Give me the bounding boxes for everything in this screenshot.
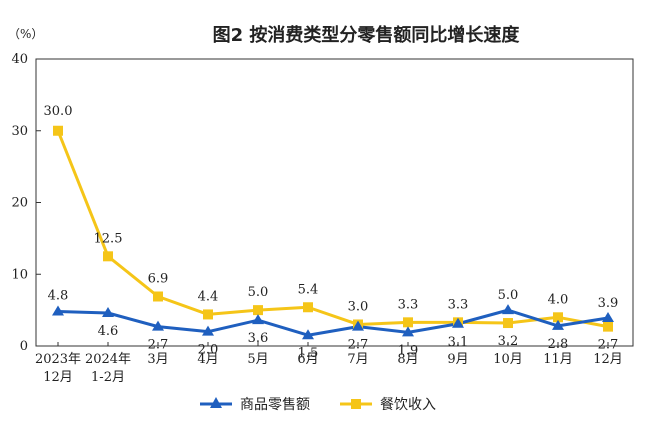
legend-label: 餐饮收入 [380,397,436,413]
x-tick-label: 7月 [347,352,368,367]
data-label: 2.7 [348,338,369,353]
data-label: 5.0 [498,288,519,303]
x-tick-label: 1-2月 [91,370,125,385]
data-label: 3.6 [248,331,269,346]
data-point-square [403,317,413,328]
y-tick-label: 20 [11,196,28,211]
data-label: 3.3 [448,297,469,312]
data-point-triangle [352,320,364,331]
y-tick-label: 30 [11,124,28,139]
data-point-triangle [52,305,64,316]
y-axis: 0 10 20 30 40 [11,52,41,354]
data-point-triangle [152,320,164,331]
data-label: 5.4 [298,282,319,297]
data-point-triangle [102,306,114,317]
x-tick-label: 4月 [197,352,218,367]
data-label: 12.5 [94,231,123,246]
x-axis: 2023年 12月 2024年 1-2月 3月 4月 5月 6月 7月 8月 9月 10月 11月 12月 [35,342,623,385]
data-label: 5.0 [248,285,269,300]
data-label: 2.8 [548,337,569,352]
legend: 商品零售额 餐饮收入 [200,397,436,413]
x-tick-label: 3月 [147,352,168,367]
y-unit-label: （%） [8,27,43,41]
plot-frame [35,58,634,347]
data-label: 1.5 [298,346,319,361]
y-tick-label: 10 [11,267,28,282]
data-point-triangle [602,312,614,323]
data-point-triangle [202,325,214,336]
data-point-triangle [502,304,514,315]
data-labels: 4.8 30.0 4.6 12.5 2.7 6.9 2.0 4.4 3.6 5.0 1.5 5.4 2.… [44,104,619,361]
legend-label: 商品零售额 [240,397,310,413]
legend-marker [210,397,222,408]
series-lines [56,130,609,337]
chart-title: 图2 按消费类型分零售额同比增长速度 [213,24,521,46]
data-point-triangle [302,329,314,340]
data-label: 6.9 [148,271,169,286]
data-point-square [603,321,613,332]
data-point-square [503,318,513,329]
x-tick-label: 9月 [447,352,468,367]
data-point-triangle [552,319,564,330]
series-markers [52,125,614,340]
data-label: 3.2 [498,334,519,349]
x-tick-label: 10月 [493,352,523,367]
x-tick-label: 11月 [543,352,573,367]
data-label: 1.9 [398,343,419,358]
data-label: 4.6 [98,324,119,339]
x-tick-label: 12月 [43,370,73,385]
data-point-square [53,125,63,136]
x-tick-label: 2024年 [85,352,131,367]
legend-marker [351,399,361,409]
data-point-square [303,302,313,313]
data-label: 2.0 [198,343,219,358]
data-label: 4.8 [48,289,69,304]
data-point-square [253,305,263,316]
data-point-square [153,291,163,302]
y-tick-label: 0 [20,339,28,354]
x-tick-label: 5月 [247,352,268,367]
series-line [57,308,609,337]
data-point-square [553,312,563,323]
x-tick-label: 12月 [593,352,623,367]
data-point-square [103,251,113,262]
data-point-square [203,309,213,320]
data-label: 3.9 [598,296,619,311]
data-label: 4.0 [548,292,569,307]
data-label: 2.7 [598,338,619,353]
data-label: 3.3 [398,297,419,312]
data-label: 4.4 [198,289,219,304]
series-line [56,130,609,329]
data-label: 30.0 [44,104,73,119]
x-tick-label: 8月 [397,352,418,367]
y-tick-label: 40 [11,52,28,67]
data-point-triangle [252,314,264,325]
x-tick-label: 2023年 [35,352,81,367]
x-tick-label: 6月 [297,352,318,367]
data-label: 3.0 [348,299,369,314]
data-label: 3.1 [448,335,469,350]
data-label: 2.7 [148,338,169,353]
data-point-triangle [452,317,464,328]
data-point-triangle [402,326,414,337]
